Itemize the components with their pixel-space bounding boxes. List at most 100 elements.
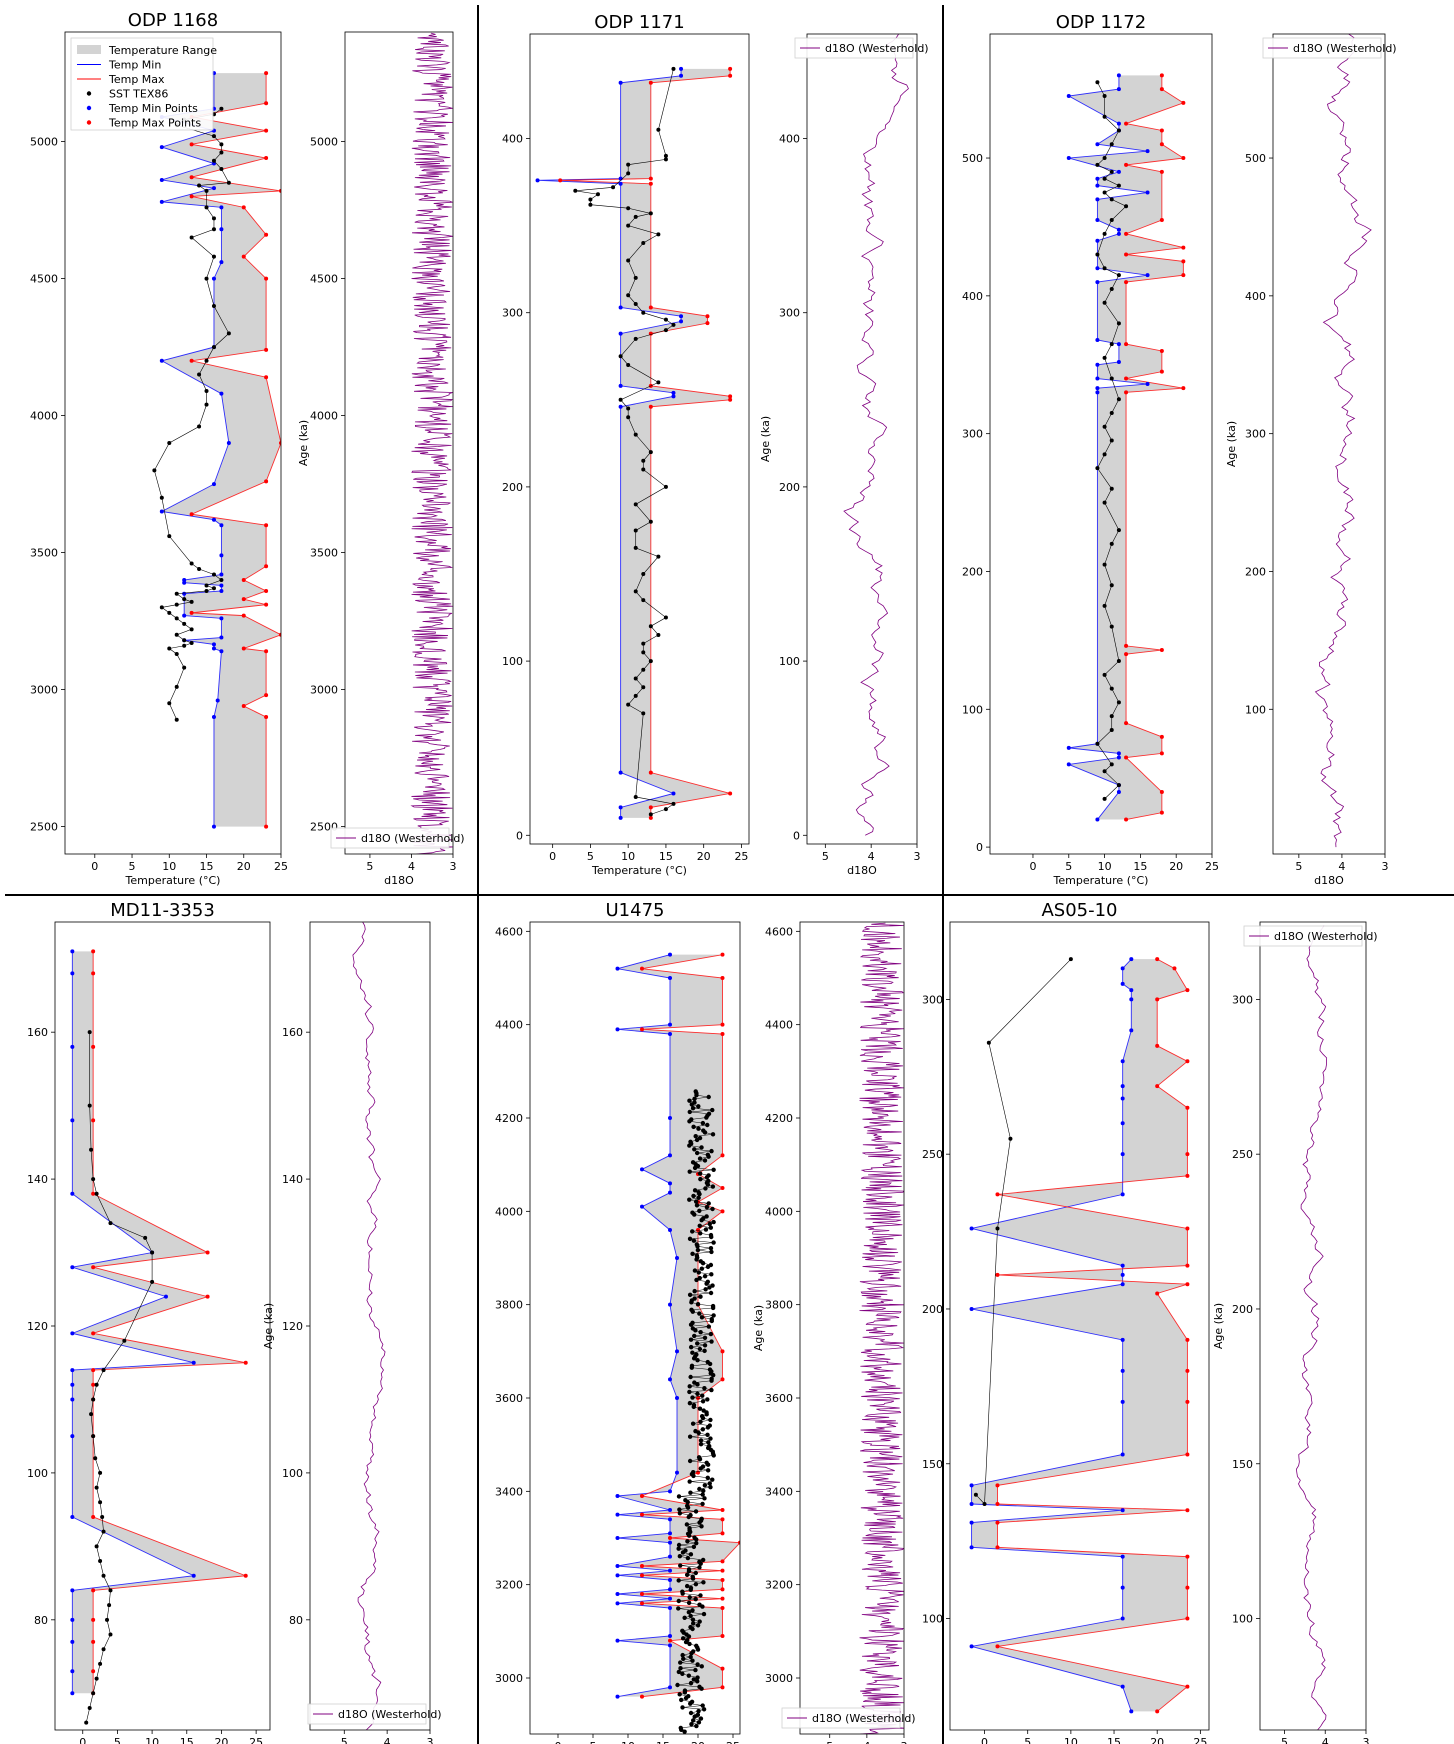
temp-max-point bbox=[264, 824, 269, 829]
y-tick-label: 0 bbox=[516, 829, 523, 842]
temp-max-point bbox=[264, 588, 269, 593]
temp-min-point bbox=[1120, 1152, 1125, 1157]
sst-point bbox=[626, 171, 631, 176]
temperature-range-area bbox=[72, 951, 246, 1694]
sst-point bbox=[89, 1412, 94, 1417]
sst-point bbox=[708, 1417, 713, 1423]
temp-min-point bbox=[1120, 1684, 1125, 1689]
plot-frame bbox=[309, 921, 431, 1731]
sst-point bbox=[692, 1100, 697, 1105]
temp-max-point bbox=[264, 715, 269, 719]
temp-min-point bbox=[1116, 227, 1121, 232]
chart-8: 0 5 10 15 20 25 3000 3200 3400 3600 3800 4000 4200 44… bbox=[495, 900, 741, 1744]
sst-point bbox=[695, 1712, 701, 1718]
temp-min-point bbox=[679, 314, 684, 319]
x-tick-label: 0 bbox=[981, 1736, 988, 1744]
sst-point bbox=[197, 183, 202, 188]
temp-max-point bbox=[1181, 245, 1186, 250]
sst-point bbox=[91, 1177, 96, 1182]
temp-max-point bbox=[648, 305, 653, 310]
y-tick-label: 150 bbox=[922, 1458, 943, 1471]
temp-min-point bbox=[70, 971, 75, 976]
temp-min-point bbox=[70, 1331, 75, 1336]
temp-min-point bbox=[668, 952, 672, 957]
plot-area bbox=[152, 71, 281, 829]
temp-max-point bbox=[1185, 1059, 1190, 1064]
sst-point bbox=[708, 1331, 714, 1337]
x-tick-label: 5 bbox=[590, 1740, 597, 1744]
sst-point bbox=[641, 572, 646, 576]
sst-point bbox=[710, 1283, 715, 1288]
temp-min-point bbox=[1116, 789, 1121, 794]
temp-min-point bbox=[1120, 966, 1125, 971]
sst-point bbox=[1109, 342, 1114, 347]
sst-point bbox=[704, 1214, 709, 1219]
temp-max-point bbox=[720, 1596, 725, 1601]
temp-max-point bbox=[241, 613, 246, 618]
temp-max-point bbox=[189, 175, 194, 180]
temp-min-point bbox=[1116, 169, 1121, 174]
x-tick-label: 10 bbox=[1064, 1736, 1078, 1744]
chart-title: ODP 1168 bbox=[128, 10, 218, 31]
temp-max-point bbox=[648, 770, 653, 775]
temp-max-point bbox=[720, 1587, 725, 1592]
temp-min-point bbox=[679, 319, 684, 324]
sst-point bbox=[189, 235, 194, 240]
sst-point bbox=[687, 1109, 692, 1115]
x-tick-label: 20 bbox=[691, 1740, 705, 1744]
temp-max-point bbox=[720, 1578, 725, 1582]
sst-point bbox=[226, 331, 231, 336]
temp-max-point bbox=[640, 1573, 644, 1578]
temp-min-point bbox=[1066, 745, 1071, 750]
temp-min-point bbox=[1120, 1096, 1125, 1101]
temp-min-point bbox=[1095, 390, 1100, 395]
sst-point bbox=[101, 1647, 106, 1652]
y-axis-label: Age (ka) bbox=[1225, 421, 1238, 467]
temp-min-point bbox=[668, 1489, 672, 1494]
temp-max-point bbox=[1124, 280, 1129, 285]
temp-max-point bbox=[648, 815, 653, 820]
temp-min-point bbox=[1095, 266, 1100, 271]
y-tick-label: 80 bbox=[289, 1614, 303, 1627]
sst-point bbox=[691, 1544, 697, 1550]
sst-point bbox=[688, 1344, 694, 1350]
temp-min-point bbox=[615, 1694, 620, 1699]
legend-box bbox=[1243, 925, 1363, 947]
sst-point bbox=[700, 1464, 706, 1469]
plot-area bbox=[969, 957, 1190, 1714]
legend-label: d18O (Westerhold) bbox=[825, 42, 929, 55]
sst-point bbox=[152, 468, 157, 473]
sst-point bbox=[182, 665, 187, 670]
temp-max-point bbox=[728, 73, 733, 78]
sst-point bbox=[211, 586, 216, 591]
x-tick-label: 4 bbox=[863, 1740, 870, 1744]
temp-max-point bbox=[1159, 648, 1164, 653]
plot-frame bbox=[529, 33, 750, 845]
y-tick-label: 200 bbox=[1232, 1303, 1253, 1316]
sst-point bbox=[700, 1703, 705, 1708]
temp-max-point bbox=[728, 66, 733, 71]
sst-point bbox=[1109, 142, 1114, 147]
x-tick-label: 20 bbox=[214, 1736, 228, 1744]
sst-point bbox=[702, 1343, 708, 1348]
temp-max-point bbox=[1185, 1152, 1190, 1157]
sst-point bbox=[174, 684, 179, 689]
sst-point bbox=[693, 1428, 698, 1434]
temp-max-point bbox=[91, 1191, 96, 1196]
plot-area bbox=[1295, 925, 1328, 1730]
sst-point bbox=[692, 1188, 698, 1193]
temp-max-point bbox=[1124, 376, 1129, 381]
temp-min-point bbox=[671, 390, 676, 395]
sst-point bbox=[211, 134, 216, 139]
y-tick-label: 100 bbox=[282, 1467, 303, 1480]
sst-point bbox=[1116, 128, 1121, 133]
temp-min-point bbox=[211, 517, 216, 522]
temp-max-point bbox=[668, 1536, 672, 1540]
temp-min-line bbox=[160, 73, 230, 827]
temp-max-point bbox=[1155, 1709, 1160, 1714]
temp-min-point bbox=[535, 178, 540, 183]
sst-point bbox=[626, 406, 631, 411]
sst-point bbox=[706, 1443, 712, 1449]
sst-point bbox=[700, 1427, 706, 1432]
